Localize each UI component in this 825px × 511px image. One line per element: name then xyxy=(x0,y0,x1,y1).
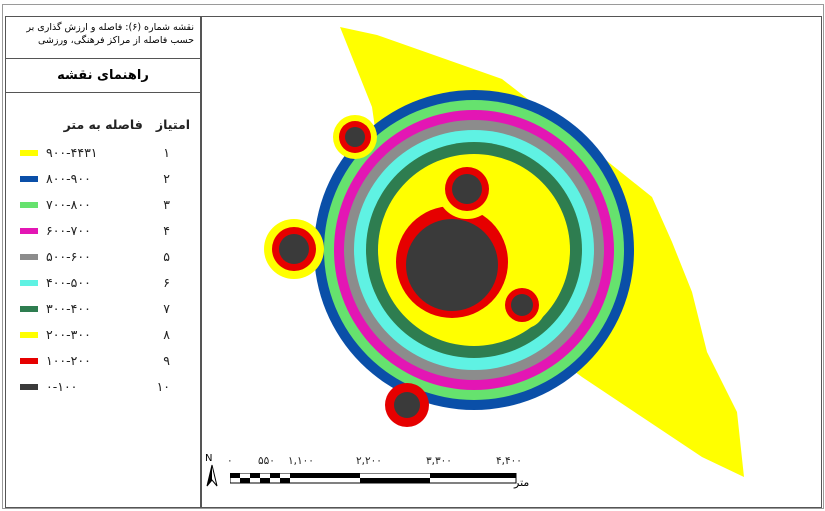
legend-range: ۹۰۰-۴۴۳۱ xyxy=(46,145,98,160)
legend-swatch xyxy=(20,150,38,156)
title-line-1: نقشه شماره (۶): فاصله و ارزش گذاری بر xyxy=(10,21,194,34)
scale-label: ۵۵۰ xyxy=(258,455,275,467)
legend-score: ۶ xyxy=(163,275,170,290)
legend-score: ۱ xyxy=(163,145,170,160)
legend-score: ۵ xyxy=(163,249,170,264)
legend-range: ۳۰۰-۴۰۰ xyxy=(46,301,91,316)
legend-range: ۲۰۰-۳۰۰ xyxy=(46,327,91,342)
north-arrow: N xyxy=(205,453,219,491)
core-w-dark xyxy=(279,234,309,264)
legend-row: ۴۰۰-۵۰۰ ۶ xyxy=(20,275,190,291)
core-ne-dark xyxy=(452,174,482,204)
legend-range: ۸۰۰-۹۰۰ xyxy=(46,171,91,186)
legend-header: امتیاز فاصله به متر xyxy=(16,117,190,132)
legend-range: ۱۰۰-۲۰۰ xyxy=(46,353,91,368)
legend-range: ۴۰۰-۵۰۰ xyxy=(46,275,91,290)
legend-range: ۷۰۰-۸۰۰ xyxy=(46,197,91,212)
legend-score: ۸ xyxy=(163,327,170,342)
legend-swatch xyxy=(20,306,38,312)
scale-bar-graphic xyxy=(230,473,520,489)
legend-panel: نقشه شماره (۶): فاصله و ارزش گذاری بر حس… xyxy=(5,16,201,508)
legend-score: ۴ xyxy=(163,223,170,238)
legend-title: راهنمای نقشه xyxy=(6,60,200,93)
legend-score: ۷ xyxy=(163,301,170,316)
legend-row: ۱۰۰-۲۰۰ ۹ xyxy=(20,353,190,369)
legend-swatch xyxy=(20,280,38,286)
legend-score: ۱۰ xyxy=(157,379,170,394)
scale-label: ۱,۱۰۰ xyxy=(288,455,314,467)
legend-swatch xyxy=(20,332,38,338)
legend-row: ۶۰۰-۷۰۰ ۴ xyxy=(20,223,190,239)
scale-label: ۰ xyxy=(227,455,233,467)
scale-unit: متر xyxy=(514,476,529,489)
legend-row: ۳۰۰-۴۰۰ ۷ xyxy=(20,301,190,317)
core-nw-dark xyxy=(345,127,365,147)
core-s-dark xyxy=(394,392,420,418)
scale-label: ۲,۲۰۰ xyxy=(356,455,382,467)
legend-row: ۰-۱۰۰ ۱۰ xyxy=(20,379,190,395)
north-label: N xyxy=(205,453,219,464)
header-score: امتیاز xyxy=(156,117,190,132)
legend-score: ۳ xyxy=(163,197,170,212)
legend-row: ۲۰۰-۳۰۰ ۸ xyxy=(20,327,190,343)
legend-range: ۵۰۰-۶۰۰ xyxy=(46,249,91,264)
legend-swatch xyxy=(20,384,38,390)
legend-swatch xyxy=(20,176,38,182)
legend-row: ۵۰۰-۶۰۰ ۵ xyxy=(20,249,190,265)
legend-swatch xyxy=(20,254,38,260)
legend-row: ۷۰۰-۸۰۰ ۳ xyxy=(20,197,190,213)
legend-swatch xyxy=(20,202,38,208)
legend-score: ۹ xyxy=(163,353,170,368)
legend-swatch xyxy=(20,358,38,364)
legend-row: ۸۰۰-۹۰۰ ۲ xyxy=(20,171,190,187)
legend-row: ۹۰۰-۴۴۳۱ ۱ xyxy=(20,145,190,161)
map-title: نقشه شماره (۶): فاصله و ارزش گذاری بر حس… xyxy=(6,17,200,59)
legend-range: ۶۰۰-۷۰۰ xyxy=(46,223,91,238)
legend-score: ۲ xyxy=(163,171,170,186)
buffer-map xyxy=(202,17,821,507)
legend-range: ۰-۱۰۰ xyxy=(46,379,77,394)
core-e-dark xyxy=(511,294,533,316)
title-line-2: حسب فاصله از مراکز فرهنگی، ورزشی xyxy=(10,34,194,47)
north-arrow-icon xyxy=(205,464,219,488)
legend-swatch xyxy=(20,228,38,234)
map-canvas: N ۰ ۵۵۰ ۱,۱۰۰ ۲,۲۰۰ ۳,۳۰۰ ۴,۴۰۰ متر xyxy=(201,16,822,508)
scale-label: ۳,۳۰۰ xyxy=(426,455,452,467)
core-center-dark xyxy=(406,219,498,311)
scale-label: ۴,۴۰۰ xyxy=(496,455,522,467)
header-distance: فاصله به متر xyxy=(64,117,143,132)
